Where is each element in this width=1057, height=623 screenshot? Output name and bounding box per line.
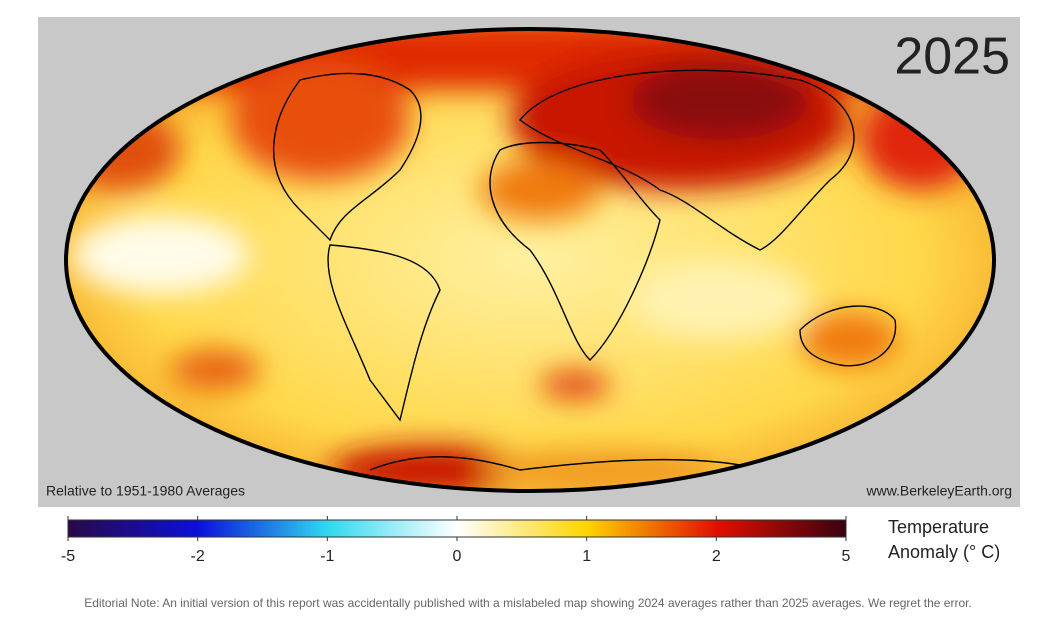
tick-label: 5 bbox=[842, 548, 851, 565]
colorbar-ticks: -5 -2 -1 0 1 2 5 bbox=[61, 516, 851, 565]
caption-left: Relative to 1951-1980 Averages bbox=[46, 483, 245, 499]
tick-label: -1 bbox=[320, 548, 334, 565]
legend-title: Temperature bbox=[888, 517, 989, 537]
colorbar bbox=[67, 519, 847, 538]
tick-label: 2 bbox=[712, 548, 721, 565]
globe-outline bbox=[64, 27, 996, 493]
tick-label: 1 bbox=[582, 548, 591, 565]
legend-title: Anomaly (° C) bbox=[888, 542, 1000, 562]
tick-label: -2 bbox=[191, 548, 205, 565]
tick-label: 0 bbox=[453, 548, 462, 565]
editorial-note: Editorial Note: An initial version of th… bbox=[84, 596, 972, 610]
caption-right: www.BerkeleyEarth.org bbox=[865, 483, 1012, 499]
year: 2025 bbox=[894, 28, 1010, 86]
tick-label: -5 bbox=[61, 548, 75, 565]
